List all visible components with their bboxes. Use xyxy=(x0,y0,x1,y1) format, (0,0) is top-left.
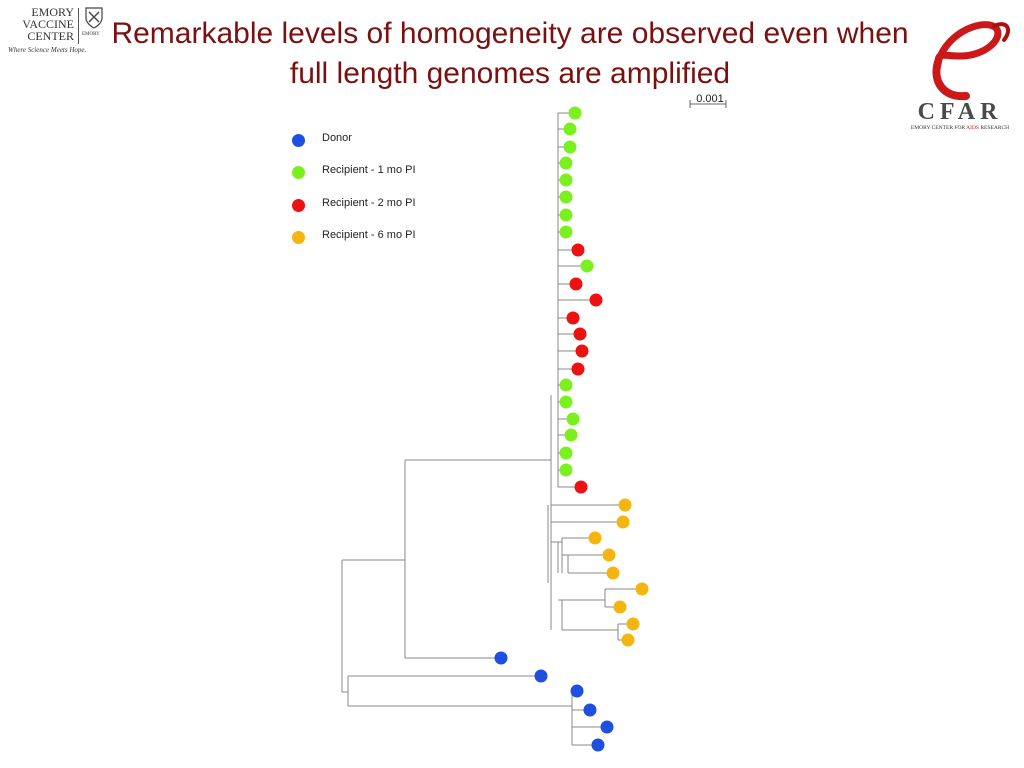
slide-title: Remarkable levels of homogeneity are obs… xyxy=(111,17,909,90)
leaf-node-r2 xyxy=(575,344,589,358)
leaf-node-r1 xyxy=(580,259,594,273)
leaf-node-r1 xyxy=(559,208,573,222)
leaf-node-r6 xyxy=(635,582,649,596)
leaf-node-donor xyxy=(583,703,597,717)
tree-branch xyxy=(550,537,613,630)
emory-university-label: EMORY xyxy=(82,32,100,37)
tree-branches xyxy=(341,112,642,746)
leaf-node-r6 xyxy=(588,531,602,545)
logo-line-2: VACCINE xyxy=(22,17,74,31)
leaf-node-r2 xyxy=(574,480,588,494)
cfar-logo: CFAR EMORY CENTER FOR AIDS RESEARCH xyxy=(908,12,1012,136)
leaf-node-r1 xyxy=(566,412,580,426)
legend-label-recipient-2mo: Recipient - 2 mo PI xyxy=(322,197,416,209)
cfar-wordmark: CFAR xyxy=(917,99,1003,125)
legend-dot-recipient-2mo xyxy=(292,199,305,212)
leaf-node-r1 xyxy=(559,173,573,187)
leaf-node-r1 xyxy=(564,428,578,442)
legend-label-recipient-1mo: Recipient - 1 mo PI xyxy=(322,164,416,176)
logo-line-1: EMORY xyxy=(31,5,74,19)
tree-leaves xyxy=(494,106,649,752)
leaf-node-r1 xyxy=(563,140,577,154)
emory-shield-icon xyxy=(85,7,103,29)
leaf-node-r2 xyxy=(573,327,587,341)
cfar-subtitle-prefix: EMORY CENTER FOR xyxy=(910,125,967,131)
leaf-node-r1 xyxy=(559,378,573,392)
leaf-node-r2 xyxy=(569,277,583,291)
emory-vaccine-center-wordmark: EMORY VACCINE CENTER xyxy=(6,6,74,42)
legend-dot-donor xyxy=(292,134,305,147)
legend-item-donor: Donor xyxy=(292,130,492,150)
leaf-node-r6 xyxy=(618,498,632,512)
leaf-node-r6 xyxy=(606,566,620,580)
cfar-subtitle: EMORY CENTER FOR AIDS RESEARCH xyxy=(910,125,1010,131)
leaf-node-r1 xyxy=(559,446,573,460)
legend-label-recipient-6mo: Recipient - 6 mo PI xyxy=(322,229,416,241)
logo-line-3: CENTER xyxy=(27,29,74,43)
leaf-node-r1 xyxy=(559,463,573,477)
legend-dot-recipient-1mo xyxy=(292,166,305,179)
scale-bar xyxy=(689,100,727,108)
leaf-node-r1 xyxy=(559,156,573,170)
leaf-node-r2 xyxy=(566,311,580,325)
tree-branch xyxy=(341,559,405,692)
tree-branch xyxy=(342,675,572,707)
logo-tagline: Where Science Meets Hope. xyxy=(8,46,87,54)
leaf-node-donor xyxy=(600,720,614,734)
leaf-node-r2 xyxy=(571,362,585,376)
leaf-node-r1 xyxy=(559,225,573,239)
leaf-node-r1 xyxy=(568,106,582,120)
legend-label-donor: Donor xyxy=(322,132,352,144)
leaf-node-r6 xyxy=(621,633,635,647)
emory-vaccine-center-logo: EMORY VACCINE CENTER EMORY Where Science… xyxy=(6,6,103,56)
leaf-node-r6 xyxy=(613,600,627,614)
leaf-node-r1 xyxy=(563,122,577,136)
cfar-subtitle-suffix: RESEARCH xyxy=(979,125,1010,131)
legend-dot-recipient-6mo xyxy=(292,231,305,244)
leaf-node-r1 xyxy=(559,190,573,204)
leaf-node-donor xyxy=(570,684,584,698)
scale-bar-label: 0.001 xyxy=(696,93,724,105)
tree-branch xyxy=(404,459,551,659)
leaf-node-r2 xyxy=(571,243,585,257)
cfar-subtitle-aids: AIDS xyxy=(966,125,979,131)
leaf-node-r6 xyxy=(616,515,630,529)
tree-branch xyxy=(571,690,607,746)
legend-item-recipient-1mo: Recipient - 1 mo PI xyxy=(292,162,492,182)
legend-item-recipient-6mo: Recipient - 6 mo PI xyxy=(292,227,492,247)
leaf-node-donor xyxy=(494,651,508,665)
leaf-node-r2 xyxy=(589,293,603,307)
leaf-node-r6 xyxy=(626,617,640,631)
legend-item-recipient-2mo: Recipient - 2 mo PI xyxy=(292,195,492,215)
leaf-node-donor xyxy=(534,669,548,683)
red-ribbon-e-icon xyxy=(932,21,1011,101)
leaf-node-r6 xyxy=(602,548,616,562)
logo-divider xyxy=(78,8,79,44)
leaf-node-donor xyxy=(591,738,605,752)
leaf-node-r1 xyxy=(559,395,573,409)
tree-branch xyxy=(558,588,642,641)
